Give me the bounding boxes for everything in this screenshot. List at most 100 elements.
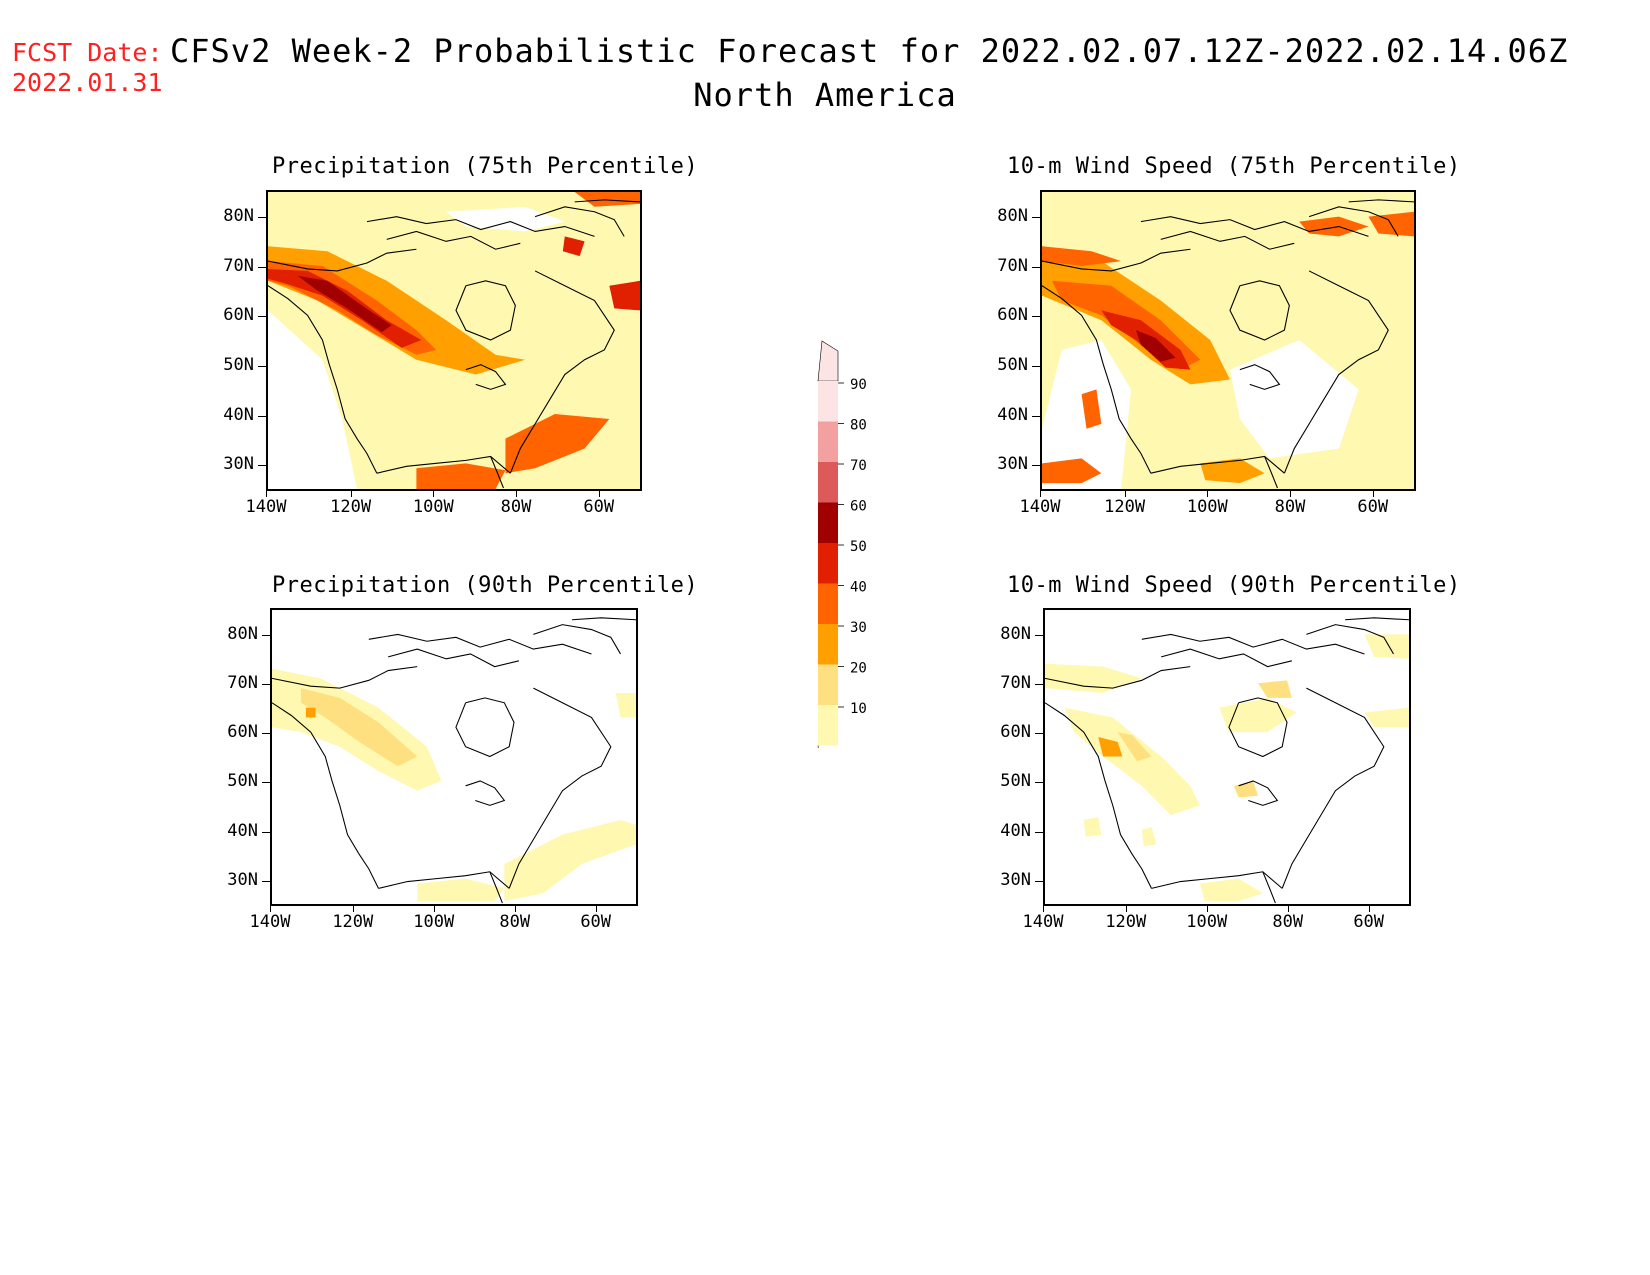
lon-label: 60W — [580, 912, 612, 932]
forecast-area — [609, 280, 640, 311]
lat-label: 30N — [227, 869, 258, 890]
lat-label: 70N — [1000, 672, 1031, 693]
lat-label: 80N — [997, 206, 1028, 227]
forecast-area — [1042, 458, 1102, 484]
lat-label: 30N — [997, 454, 1028, 475]
fcst-date-label: FCST Date: — [12, 38, 163, 67]
forecast-area — [268, 310, 358, 489]
lon-tick — [1368, 906, 1370, 912]
forecast-area — [1299, 216, 1369, 237]
lat-label: 40N — [997, 404, 1028, 425]
colorbar-label: 10 — [850, 701, 867, 717]
lat-tick — [258, 465, 266, 467]
panel-title-wind-75: 10-m Wind Speed (75th Percentile) — [1007, 154, 1461, 179]
lat-label: 60N — [1000, 722, 1031, 743]
forecast-area — [297, 275, 392, 333]
lat-tick — [1035, 733, 1043, 735]
lon-label: 80W — [1274, 497, 1306, 517]
colorbar-swatch — [818, 462, 838, 503]
forecast-area — [562, 236, 585, 257]
lat-label: 50N — [223, 355, 254, 376]
forecast-area — [1364, 707, 1409, 728]
lon-tick — [598, 491, 600, 497]
lon-label: 100W — [1186, 912, 1228, 932]
colorbar-label: 60 — [850, 499, 867, 515]
lon-tick — [1290, 491, 1292, 497]
forecast-area — [574, 192, 640, 207]
lat-tick — [1032, 415, 1040, 417]
lon-tick — [1124, 491, 1126, 497]
colorbar-svg: 90 80 70 60 50 40 30 20 10 — [817, 340, 867, 786]
lat-tick — [1035, 880, 1043, 882]
lon-tick — [350, 491, 352, 497]
lon-tick — [352, 906, 354, 912]
lon-label: 100W — [412, 497, 454, 517]
lat-label: 50N — [997, 355, 1028, 376]
lon-label: 120W — [330, 497, 372, 517]
forecast-area — [417, 878, 505, 902]
colorbar-label: 20 — [850, 661, 867, 677]
colorbar-label: 50 — [850, 539, 867, 555]
colorbar-label: 40 — [850, 580, 867, 596]
lat-tick — [1035, 782, 1043, 784]
coastline — [268, 199, 640, 489]
forecast-area — [1042, 246, 1122, 267]
lat-label: 60N — [223, 305, 254, 326]
lon-tick — [1207, 491, 1209, 497]
lon-tick — [1206, 906, 1208, 912]
lat-label: 70N — [223, 255, 254, 276]
lon-tick — [595, 906, 597, 912]
colorbar-label: 70 — [850, 458, 867, 474]
forecast-area — [1257, 680, 1292, 698]
forecast-area — [1117, 732, 1152, 762]
panel-title-precip-75: Precipitation (75th Percentile) — [272, 154, 699, 179]
lat-tick — [262, 634, 270, 636]
forecast-area — [1064, 707, 1200, 816]
lon-label: 140W — [1019, 497, 1061, 517]
forecast-area — [301, 688, 418, 767]
forecast-area — [505, 414, 610, 474]
lon-tick — [516, 491, 518, 497]
lon-label: 80W — [499, 912, 531, 932]
colorbar-label: 90 — [850, 377, 867, 393]
lon-tick — [433, 491, 435, 497]
lon-label: 60W — [1353, 912, 1385, 932]
lat-label: 40N — [1000, 820, 1031, 841]
fcst-date-value: 2022.01.31 — [12, 68, 163, 97]
lon-label: 120W — [1104, 497, 1146, 517]
lat-tick — [1035, 634, 1043, 636]
forecast-area — [504, 820, 636, 902]
colorbar-top-tip — [817, 340, 839, 382]
forecast-area — [1200, 458, 1265, 484]
lat-label: 50N — [227, 771, 258, 792]
lat-tick — [262, 831, 270, 833]
colorbar-swatch — [818, 705, 838, 746]
lon-tick — [1287, 906, 1289, 912]
lat-label: 70N — [997, 255, 1028, 276]
main-subtitle: North America — [693, 76, 957, 114]
lat-tick — [262, 683, 270, 685]
lat-tick — [262, 782, 270, 784]
forecast-area — [1098, 736, 1123, 757]
forecast-area — [1364, 634, 1409, 659]
forecast-area — [1083, 817, 1102, 837]
colorbar-swatch — [818, 421, 838, 462]
lat-label: 30N — [223, 454, 254, 475]
map-precip-75 — [266, 190, 642, 491]
lat-tick — [1032, 465, 1040, 467]
map-wind-90 — [1043, 608, 1411, 906]
lon-label: 120W — [1105, 912, 1147, 932]
lat-label: 40N — [223, 404, 254, 425]
lat-tick — [258, 366, 266, 368]
lon-label: 120W — [332, 912, 374, 932]
colorbar: 90 80 70 60 50 40 30 20 10 — [810, 338, 900, 786]
lat-tick — [1032, 366, 1040, 368]
lon-label: 140W — [249, 912, 291, 932]
panel-title-wind-90: 10-m Wind Speed (90th Percentile) — [1007, 573, 1461, 598]
forecast-area — [305, 707, 316, 718]
map-svg — [268, 192, 640, 489]
forecast-area — [416, 463, 506, 489]
lat-tick — [1032, 217, 1040, 219]
lon-tick — [1040, 491, 1041, 497]
colorbar-label: 30 — [850, 620, 867, 636]
